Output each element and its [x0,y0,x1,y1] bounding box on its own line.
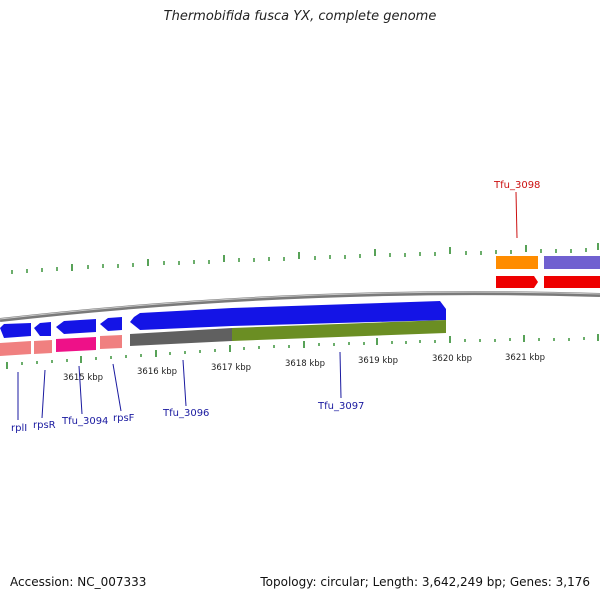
gene-label-tfu3097[interactable]: Tfu_3097 [317,401,364,412]
rna-bar-1 [0,341,31,356]
topology-label: Topology: circular; Length: 3,642,249 bp… [260,575,590,589]
scale-label: 3620 kbp [432,354,472,364]
gene-feature-tfu3094 [56,319,96,334]
gene-label-rpsr[interactable]: rpsR [33,420,56,431]
scale-label: 3619 kbp [358,356,398,366]
leader-tfu3096 [182,359,187,407]
olive-bar [232,320,446,341]
inner-tick [21,337,585,365]
genome-backbone [0,291,600,322]
scale-label: 3615 kbp [63,373,103,383]
scale-label: 3621 kbp [505,353,545,363]
rna-bar-2 [34,340,52,354]
forward-strand [130,256,600,330]
gene-feature-rpsr [34,322,51,336]
map-title: Thermobifida fusca YX, complete genome [163,9,437,24]
gene-feature-rpsf [100,317,122,331]
inner-tick-row [6,334,599,369]
accession-label: Accession: NC_007333 [10,575,147,589]
gene-labels: rplI rpsR Tfu_3094 rpsF Tfu_3096 Tfu_309… [11,180,540,434]
scale-label: 3616 kbp [137,367,177,377]
inner-tick-major [6,334,599,369]
gene-label-tfu3098[interactable]: Tfu_3098 [493,180,540,191]
red-bar-2 [544,276,600,288]
gray-bar [130,328,232,346]
gene-label-tfu3094[interactable]: Tfu_3094 [61,416,108,427]
gene-feature-slate [544,256,600,269]
genome-backbone-highlight [0,291,600,320]
leader-rpsf [112,363,122,412]
gene-feature-rpli [0,323,31,338]
lower-track [0,276,600,356]
gene-feature-tfu3096-fwd [130,308,232,330]
leader-tfu3097 [339,351,342,399]
leader-rpsr [41,369,46,419]
gene-feature-tfu3097-fwd [232,301,446,326]
outer-tick-major [71,243,599,271]
gene-feature-tfu3098-orange [496,256,538,269]
scale-label: 3617 kbp [211,363,251,373]
leader-tfu3094 [78,365,83,415]
rna-bar-3 [100,335,122,349]
scale-label: 3618 kbp [285,359,325,369]
gene-label-rpsf[interactable]: rpsF [113,413,135,424]
gene-label-tfu3096[interactable]: Tfu_3096 [162,408,209,419]
scale-labels: 3615 kbp 3616 kbp 3617 kbp 3618 kbp 3619… [63,353,545,383]
red-arrow-1 [496,276,538,288]
outer-tick [11,248,587,274]
gene-leaders [17,191,518,420]
outer-tick-row [11,243,599,274]
gene-label-rpli[interactable]: rplI [11,423,27,434]
pink-bar [56,337,96,352]
left-arrows [0,317,122,338]
leader-tfu3098 [515,191,518,239]
